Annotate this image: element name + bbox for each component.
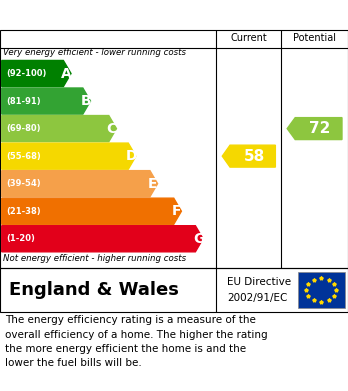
Text: 2002/91/EC: 2002/91/EC (227, 293, 287, 303)
Text: (1-20): (1-20) (6, 234, 35, 243)
Polygon shape (2, 226, 203, 252)
Text: Potential: Potential (293, 33, 336, 43)
Text: 72: 72 (309, 121, 331, 136)
Text: B: B (81, 94, 91, 108)
Text: EU Directive: EU Directive (227, 277, 291, 287)
Polygon shape (287, 118, 342, 140)
Polygon shape (2, 88, 90, 114)
Text: (39-54): (39-54) (6, 179, 40, 188)
Text: (69-80): (69-80) (6, 124, 40, 133)
Polygon shape (2, 143, 136, 169)
Text: Very energy efficient - lower running costs: Very energy efficient - lower running co… (3, 48, 186, 57)
Text: Current: Current (230, 33, 267, 43)
Text: England & Wales: England & Wales (9, 281, 179, 299)
Polygon shape (2, 61, 71, 86)
Text: (21-38): (21-38) (6, 207, 40, 216)
Polygon shape (2, 170, 158, 197)
Text: (92-100): (92-100) (6, 69, 46, 78)
Polygon shape (2, 198, 181, 224)
Text: The energy efficiency rating is a measure of the
overall efficiency of a home. T: The energy efficiency rating is a measur… (5, 315, 268, 368)
Text: F: F (172, 204, 182, 218)
Text: E: E (148, 177, 158, 191)
Text: Energy Efficiency Rating: Energy Efficiency Rating (9, 7, 219, 23)
Bar (298, 271, 345, 308)
Text: 58: 58 (244, 149, 265, 164)
Text: A: A (61, 66, 72, 81)
Text: C: C (107, 122, 117, 136)
Text: (81-91): (81-91) (6, 97, 40, 106)
Text: D: D (126, 149, 137, 163)
Polygon shape (222, 145, 275, 167)
Text: (55-68): (55-68) (6, 152, 41, 161)
Polygon shape (2, 116, 117, 142)
Text: Not energy efficient - higher running costs: Not energy efficient - higher running co… (3, 255, 186, 264)
Text: G: G (193, 232, 204, 246)
